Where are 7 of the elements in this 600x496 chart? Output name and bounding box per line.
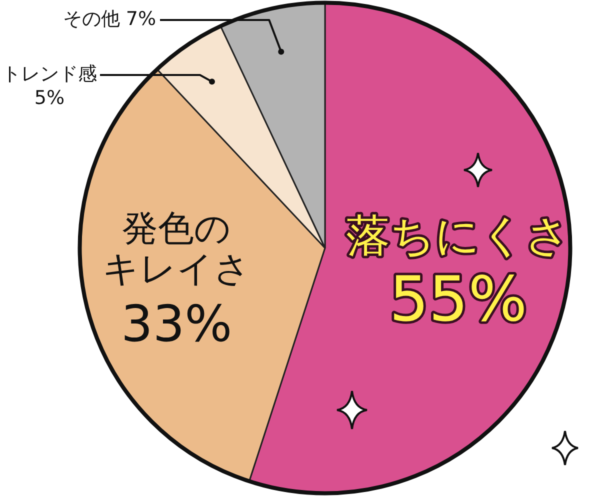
slice-label: 落ちにくさ bbox=[346, 210, 570, 262]
data-label: 55% bbox=[389, 262, 528, 336]
slice-label: 発色のキレイさ bbox=[102, 208, 251, 290]
data-label: 5% bbox=[34, 86, 65, 109]
data-label: 33% bbox=[121, 294, 232, 353]
slice-label: その他 7% bbox=[62, 8, 156, 30]
slice-label: トレンド感 bbox=[2, 62, 97, 85]
